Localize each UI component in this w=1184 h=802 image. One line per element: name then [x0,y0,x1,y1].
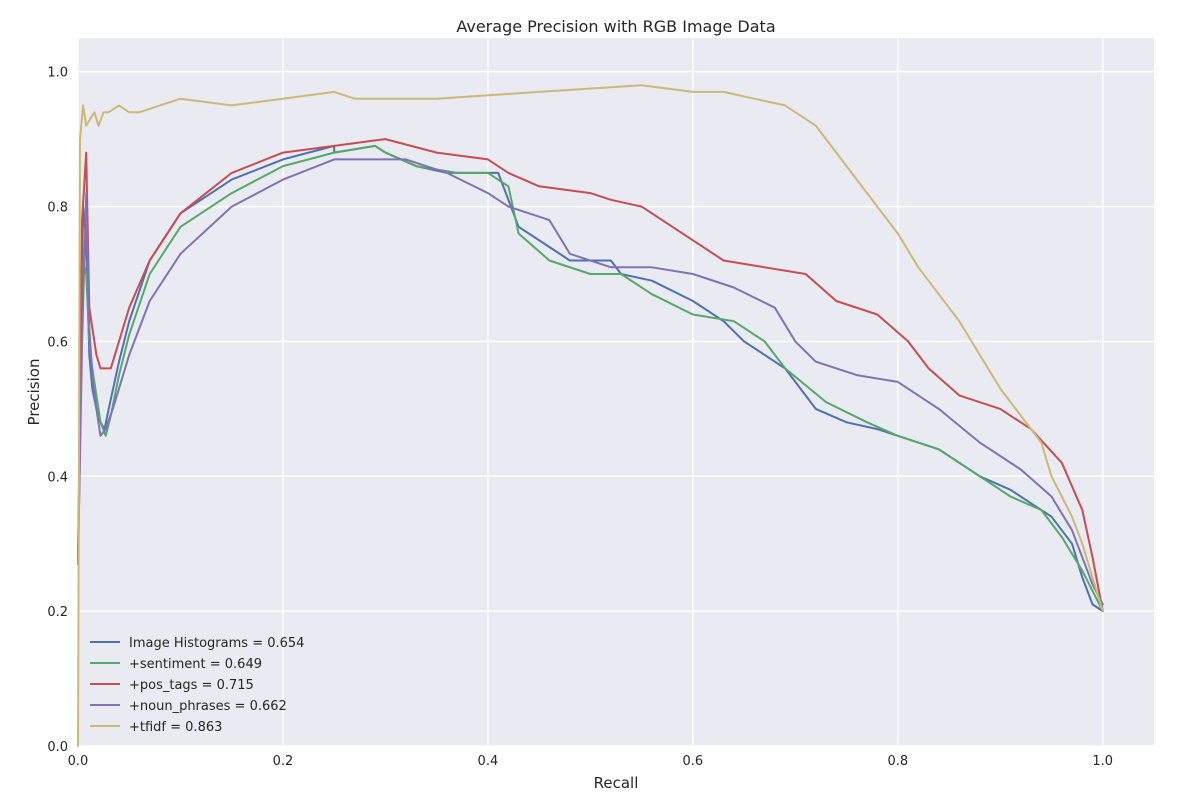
series-layer [77,84,1104,747]
y-tick-label: 0.6 [47,335,68,350]
series-line-4 [77,158,1104,606]
y-tick-label: 0.2 [47,605,68,620]
legend-label: +noun_phrases = 0.662 [129,699,287,714]
x-tick-label: 0.8 [887,754,908,769]
x-tick-label: 1.0 [1092,754,1113,769]
chart-title: Average Precision with RGB Image Data [456,17,775,36]
y-tick-label: 0.4 [47,470,68,485]
y-tick-label: 1.0 [47,66,68,81]
series-line-5 [77,84,1104,747]
x-axis-label: Recall [594,774,639,792]
grid [77,38,1154,747]
legend-label: +pos_tags = 0.715 [129,678,254,693]
legend-label: +tfidf = 0.863 [129,720,222,735]
x-tick-label: 0.6 [683,754,704,769]
y-tick-label: 0.8 [47,201,68,216]
legend: Image Histograms = 0.654 +sentiment = 0.6… [90,636,304,735]
y-tick-label: 0.0 [47,740,68,755]
tick-labels: 0.0 0.2 0.4 0.6 0.8 1.0 0.0 0.2 0.4 0.6 0.8 1.0 [47,66,1113,769]
legend-label: +sentiment = 0.649 [129,657,262,672]
series-line-3 [77,138,1104,613]
x-tick-label: 0.4 [478,754,499,769]
y-axis-label: Precision [25,359,43,426]
x-tick-label: 0.2 [273,754,294,769]
x-tick-label: 0.0 [68,754,89,769]
plot-background [78,38,1154,746]
legend-label: Image Histograms = 0.654 [129,636,304,651]
